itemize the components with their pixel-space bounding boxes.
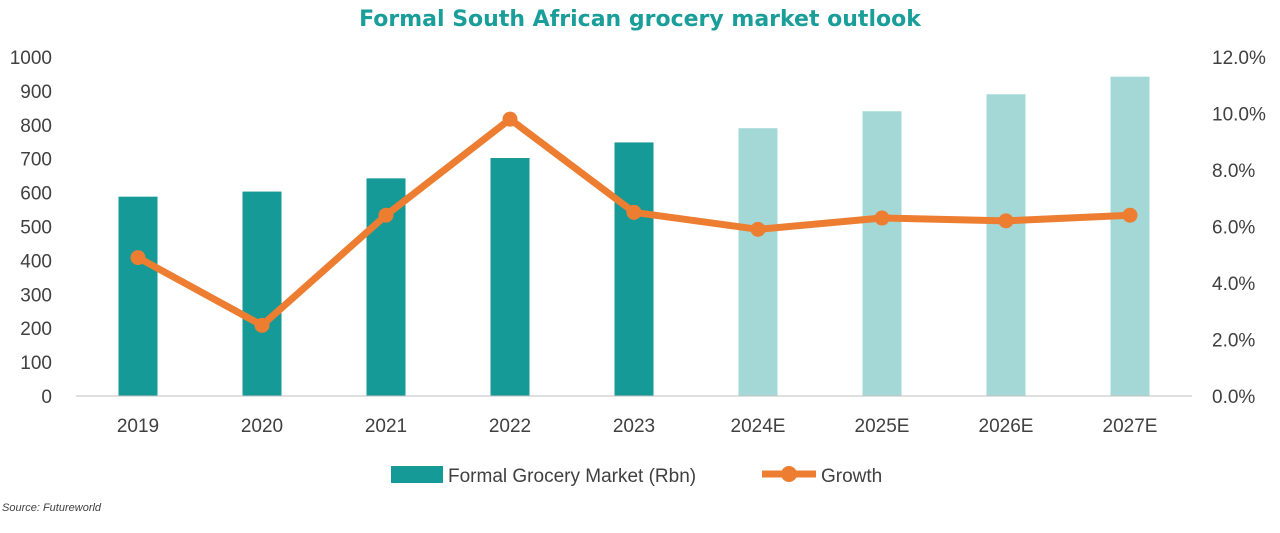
right-axis-tick-label: 12.0% — [1212, 48, 1266, 69]
left-axis-tick-label: 1000 — [10, 48, 52, 69]
x-axis-tick-label: 2021 — [365, 416, 407, 437]
growth-point — [750, 221, 766, 237]
legend-swatch-growth-marker — [781, 466, 797, 482]
right-axis-tick-label: 2.0% — [1212, 331, 1255, 352]
growth-point — [130, 250, 146, 266]
x-axis-tick-label: 2025E — [855, 416, 910, 437]
growth-point — [998, 213, 1014, 229]
x-axis: 2019 2020 2021 2022 2023 2024E 2025E 2026E 2027E — [117, 416, 1158, 437]
left-axis-tick-label: 900 — [20, 82, 52, 103]
growth-series — [130, 111, 1138, 333]
bar — [614, 142, 654, 396]
right-axis-tick-label: 8.0% — [1212, 161, 1255, 182]
chart-title: Formal South African grocery market outl… — [359, 7, 922, 32]
left-axis-tick-label: 600 — [20, 184, 52, 205]
growth-point — [254, 317, 270, 333]
x-axis-tick-label: 2022 — [489, 416, 531, 437]
bar-series — [118, 76, 1150, 397]
left-axis-tick-label: 0 — [41, 387, 52, 408]
growth-point — [502, 111, 518, 127]
right-axis-tick-label: 4.0% — [1212, 274, 1255, 295]
bar — [862, 111, 902, 397]
left-axis-tick-label: 400 — [20, 251, 52, 272]
x-axis-tick-label: 2019 — [117, 416, 159, 437]
bar — [118, 196, 158, 396]
right-axis: 0.0% 2.0% 4.0% 6.0% 8.0% 10.0% 12.0% — [1212, 48, 1266, 408]
legend-label-growth: Growth — [821, 466, 882, 487]
bar — [490, 158, 530, 396]
x-axis-tick-label: 2020 — [241, 416, 283, 437]
x-axis-tick-label: 2026E — [979, 416, 1034, 437]
bar — [1110, 76, 1150, 397]
bar — [242, 191, 282, 396]
left-axis-tick-label: 500 — [20, 218, 52, 239]
right-axis-tick-label: 0.0% — [1212, 387, 1255, 408]
growth-point — [626, 204, 642, 220]
left-axis-tick-label: 800 — [20, 116, 52, 137]
left-axis-tick-label: 200 — [20, 319, 52, 340]
growth-point — [378, 207, 394, 223]
bar — [738, 128, 778, 396]
right-axis-tick-label: 10.0% — [1212, 105, 1266, 126]
left-axis-tick-label: 700 — [20, 150, 52, 171]
bar — [986, 94, 1026, 396]
legend: Formal Grocery Market (Rbn) Growth — [391, 466, 882, 487]
left-axis-tick-label: 300 — [20, 285, 52, 306]
left-axis: 0 100 200 300 400 500 600 700 800 900 1000 — [10, 48, 52, 408]
x-axis-tick-label: 2027E — [1103, 416, 1158, 437]
legend-label-market: Formal Grocery Market (Rbn) — [448, 466, 696, 487]
growth-point — [874, 210, 890, 226]
growth-point — [1122, 207, 1138, 223]
source-note: Source: Futureworld — [2, 502, 102, 514]
legend-swatch-market — [391, 466, 443, 483]
right-axis-tick-label: 6.0% — [1212, 218, 1255, 239]
left-axis-tick-label: 100 — [20, 353, 52, 374]
x-axis-tick-label: 2024E — [731, 416, 786, 437]
x-axis-tick-label: 2023 — [613, 416, 655, 437]
